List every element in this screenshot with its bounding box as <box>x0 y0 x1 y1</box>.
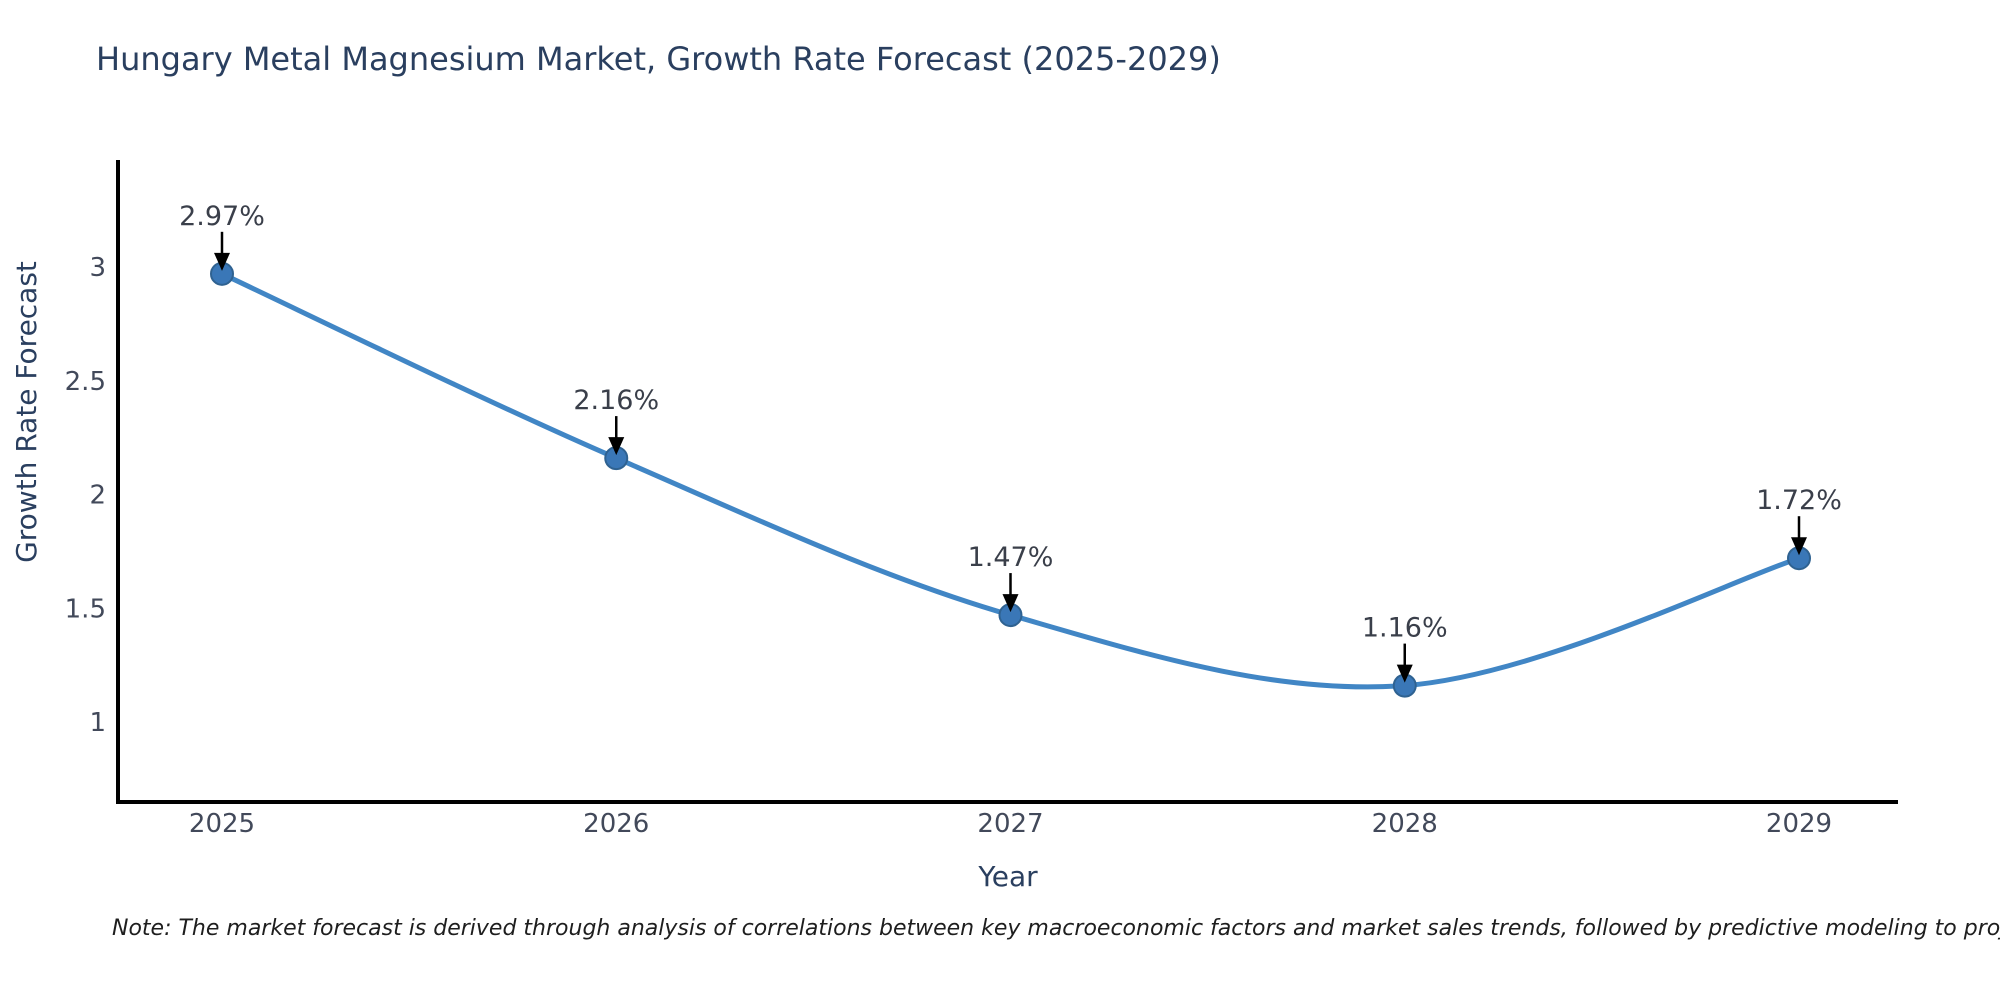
y-tick-label: 3 <box>89 253 106 283</box>
data-point-label: 1.16% <box>1362 613 1448 644</box>
y-tick-label: 2.5 <box>65 367 106 397</box>
data-point-label: 2.97% <box>179 201 265 232</box>
chart-content: 1 1.5 2 2.5 3 2025 2026 2027 2028 2029 2.97% 2.16% 1… <box>65 201 1842 839</box>
data-point-label: 1.72% <box>1756 485 1842 516</box>
annotation-arrowhead <box>608 437 625 456</box>
annotation-arrowhead <box>214 252 230 271</box>
y-axis-title: Growth Rate Forecast <box>10 261 43 563</box>
y-tick-label: 1.5 <box>65 594 106 624</box>
annotation-arrowhead <box>1002 594 1019 613</box>
footnote: Note: The market forecast is derived thr… <box>112 916 2000 941</box>
y-tick-label: 1 <box>89 708 106 738</box>
x-tick-label: 2026 <box>583 809 649 839</box>
data-point-label: 2.16% <box>573 385 659 416</box>
x-tick-label: 2028 <box>1372 809 1438 839</box>
annotation-arrowhead <box>1396 664 1413 683</box>
x-tick-label: 2027 <box>977 809 1043 839</box>
x-axis-title: Year <box>977 860 1038 893</box>
data-point-label: 1.47% <box>968 542 1054 573</box>
annotation-arrowhead <box>1791 537 1807 556</box>
x-tick-label: 2029 <box>1766 809 1832 839</box>
y-tick-label: 2 <box>89 481 106 511</box>
chart-title: Hungary Metal Magnesium Market, Growth R… <box>96 40 1221 78</box>
x-tick-label: 2025 <box>189 809 255 839</box>
